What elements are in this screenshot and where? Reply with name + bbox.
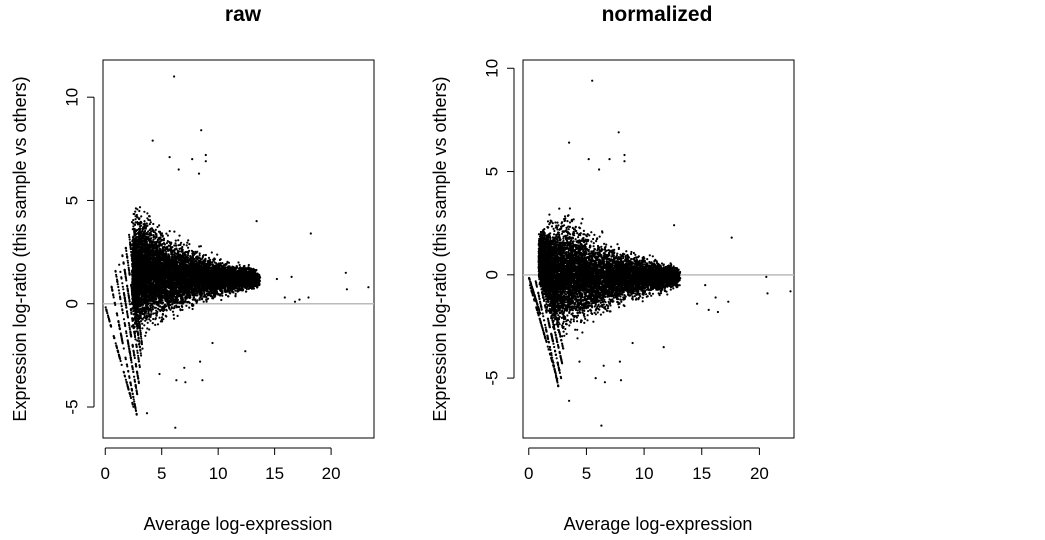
data-point — [154, 323, 157, 326]
data-point — [138, 206, 142, 209]
data-point — [146, 327, 149, 330]
data-point — [187, 246, 190, 249]
data-point — [198, 254, 201, 257]
data-point — [165, 305, 168, 308]
data-point — [173, 306, 176, 309]
data-point — [191, 307, 194, 311]
data-point — [186, 256, 190, 259]
data-point — [229, 292, 232, 295]
data-point — [132, 225, 135, 228]
data-point — [146, 321, 149, 324]
data-point — [172, 317, 176, 320]
data-point — [161, 316, 164, 319]
data-point — [132, 212, 135, 216]
data-point — [198, 252, 201, 255]
data-point — [150, 313, 153, 316]
data-point — [149, 319, 152, 322]
data-point — [158, 224, 161, 227]
data-point — [201, 298, 204, 301]
data-point — [178, 250, 181, 253]
data-point — [188, 301, 191, 304]
data-point — [162, 309, 165, 312]
data-point — [145, 222, 148, 225]
data-point — [207, 297, 210, 300]
data-point — [149, 219, 152, 222]
data-point — [146, 212, 149, 215]
data-point — [162, 237, 166, 240]
data-point — [234, 292, 237, 295]
data-point — [148, 328, 151, 331]
data-point — [220, 298, 223, 302]
data-point — [148, 318, 151, 321]
data-point — [199, 245, 202, 248]
data-point — [166, 234, 169, 237]
data-point — [160, 318, 163, 321]
data-point — [174, 252, 177, 255]
data-point — [187, 239, 190, 242]
data-point — [162, 239, 165, 242]
data-point — [134, 207, 137, 210]
data-point — [171, 303, 174, 306]
data-point — [132, 219, 135, 222]
data-point — [210, 251, 213, 254]
scatter-points — [103, 75, 374, 429]
data-point — [140, 215, 143, 218]
data-point — [141, 327, 144, 330]
data-point — [188, 243, 191, 246]
data-point — [154, 228, 157, 231]
data-point — [152, 222, 155, 226]
chart-title: raw — [225, 3, 262, 26]
data-point — [136, 339, 139, 342]
data-point — [152, 312, 155, 315]
data-point — [204, 253, 207, 257]
data-point — [165, 242, 168, 245]
data-point — [151, 308, 155, 311]
data-point — [152, 238, 155, 241]
data-point — [203, 291, 206, 294]
data-point — [159, 240, 162, 243]
data-point — [156, 323, 160, 326]
data-point — [133, 223, 137, 226]
data-point — [145, 331, 148, 334]
data-point — [185, 304, 188, 307]
data-point — [174, 239, 177, 242]
data-point — [156, 225, 159, 229]
plot-frame — [102, 59, 375, 439]
data-point — [134, 221, 137, 224]
data-point — [175, 306, 178, 309]
data-point — [186, 241, 189, 244]
data-point — [202, 300, 205, 303]
data-point — [143, 210, 146, 213]
data-point — [221, 294, 224, 297]
data-point — [135, 213, 138, 217]
data-point — [161, 320, 164, 323]
